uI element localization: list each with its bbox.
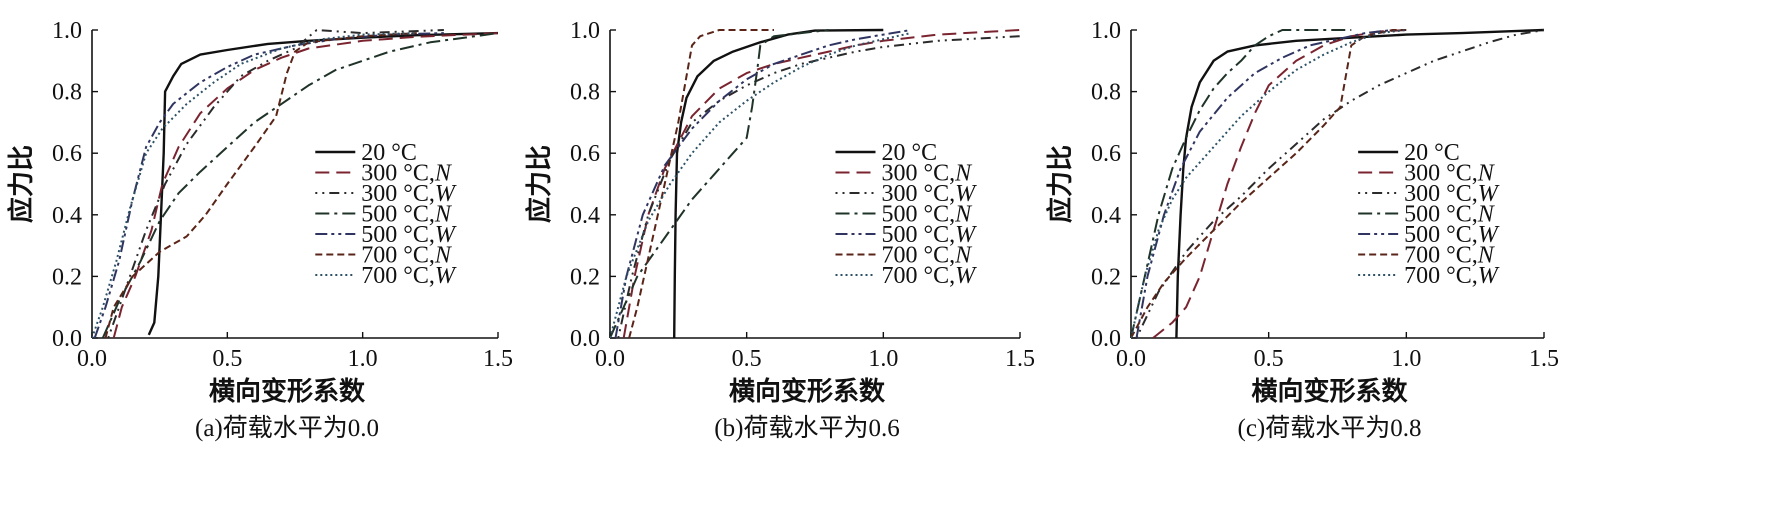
series-line-solid <box>673 28 884 338</box>
panel-caption: (c)荷载水平为0.8 <box>1238 414 1422 442</box>
y-tick-label: 0.8 <box>570 80 600 106</box>
x-tick-label: 0.5 <box>1254 346 1284 372</box>
series-line-dot-dash2 <box>107 29 444 338</box>
y-axis-title: 应力比 <box>524 145 554 223</box>
chart-panel-1: 0.0 0.5 1.0 1.5 0.0 0.2 0.4 0.6 0.8 1.0 横向变形系数 应力比 (… <box>524 18 1035 442</box>
y-axis-title: 应力比 <box>1045 145 1075 223</box>
y-tick-label: 0.8 <box>1091 80 1121 106</box>
x-tick-label: 0.0 <box>1116 346 1146 372</box>
x-axis-title: 横向变形系数 <box>209 376 366 406</box>
series-line-short-dash <box>628 29 774 338</box>
legend-label: 700 °C,W <box>1404 263 1500 289</box>
legend-label: 300 °C,N <box>882 161 974 187</box>
y-tick-label: 1.0 <box>1091 18 1121 44</box>
y-tick-label: 0.0 <box>1091 326 1121 352</box>
series-line-short-dash <box>104 32 417 338</box>
y-tick-label: 0.4 <box>1091 203 1121 229</box>
x-tick-label: 1.5 <box>1529 346 1559 372</box>
x-tick-label: 1.0 <box>868 346 898 372</box>
series-line-dash-dot <box>101 32 498 338</box>
y-tick-label: 0.6 <box>52 141 82 167</box>
series-line-dash-dot2 <box>1135 29 1393 338</box>
legend-label: 700 °C,W <box>882 263 978 289</box>
x-axis-title: 横向变形系数 <box>729 376 886 406</box>
series-line-dot <box>610 32 911 338</box>
legend-label: 500 °C,W <box>361 222 457 248</box>
legend-label: 300 °C,N <box>361 161 453 187</box>
x-tick-label: 0.5 <box>732 346 762 372</box>
legend-label: 500 °C,N <box>1404 202 1496 228</box>
y-tick-label: 0.6 <box>570 141 600 167</box>
series-line-dot <box>1131 29 1407 338</box>
x-tick-label: 1.5 <box>1005 346 1035 372</box>
y-tick-label: 1.0 <box>570 18 600 44</box>
series-line-short-dash <box>1131 29 1407 338</box>
series-line-dot-dash2 <box>617 35 1020 338</box>
legend-label: 700 °C,N <box>882 243 974 269</box>
y-tick-label: 0.8 <box>52 80 82 106</box>
series-line-solid <box>1175 28 1544 338</box>
x-tick-label: 0.0 <box>595 346 625 372</box>
x-tick-label: 1.0 <box>1391 346 1421 372</box>
chart-panel-2: 0.0 0.5 1.0 1.5 0.0 0.2 0.4 0.6 0.8 1.0 横向变形系数 应力比 (… <box>1045 18 1559 442</box>
x-tick-label: 1.0 <box>348 346 378 372</box>
panel-caption: (b)荷载水平为0.6 <box>714 414 899 442</box>
panel-caption: (a)荷载水平为0.0 <box>195 414 379 442</box>
y-tick-label: 0.2 <box>570 264 600 290</box>
x-axis-title: 横向变形系数 <box>1251 376 1408 406</box>
series-line-dash-dot2 <box>614 29 911 338</box>
legend-label: 300 °C,N <box>1404 161 1496 187</box>
y-tick-label: 0.4 <box>570 203 600 229</box>
legend-label: 500 °C,N <box>361 202 453 228</box>
series-line-dash-dot <box>610 29 829 338</box>
legend-label: 300 °C,W <box>361 181 457 207</box>
legend-label: 20 °C <box>361 140 417 166</box>
series-line-dot <box>92 32 417 338</box>
chart-panel-0: 0.0 0.5 1.0 1.5 0.0 0.2 0.4 0.6 0.8 1.0 横向变形系数 应力比 (… <box>6 18 513 442</box>
legend-label: 500 °C,W <box>882 222 978 248</box>
y-axis-title: 应力比 <box>6 145 36 223</box>
legend-label: 500 °C,N <box>882 202 974 228</box>
series-line-dash <box>1152 29 1407 338</box>
legend-label: 300 °C,W <box>1404 181 1500 207</box>
series-line-dash-dot <box>1131 29 1352 338</box>
legend-label: 700 °C,W <box>361 263 457 289</box>
y-tick-label: 0.0 <box>570 326 600 352</box>
x-tick-label: 0.0 <box>77 346 107 372</box>
y-tick-label: 0.0 <box>52 326 82 352</box>
y-tick-label: 0.4 <box>52 203 82 229</box>
legend-label: 20 °C <box>882 140 938 166</box>
x-tick-label: 1.5 <box>483 346 513 372</box>
y-tick-label: 0.2 <box>52 264 82 290</box>
legend-label: 300 °C,W <box>882 181 978 207</box>
y-tick-label: 0.6 <box>1091 141 1121 167</box>
legend-label: 700 °C,N <box>361 243 453 269</box>
series-line-dash <box>112 32 498 338</box>
y-tick-label: 1.0 <box>52 18 82 44</box>
legend-label: 500 °C,W <box>1404 222 1500 248</box>
legend-label: 700 °C,N <box>1404 243 1496 269</box>
legend-label: 20 °C <box>1404 140 1460 166</box>
y-tick-label: 0.2 <box>1091 264 1121 290</box>
x-tick-label: 0.5 <box>212 346 242 372</box>
